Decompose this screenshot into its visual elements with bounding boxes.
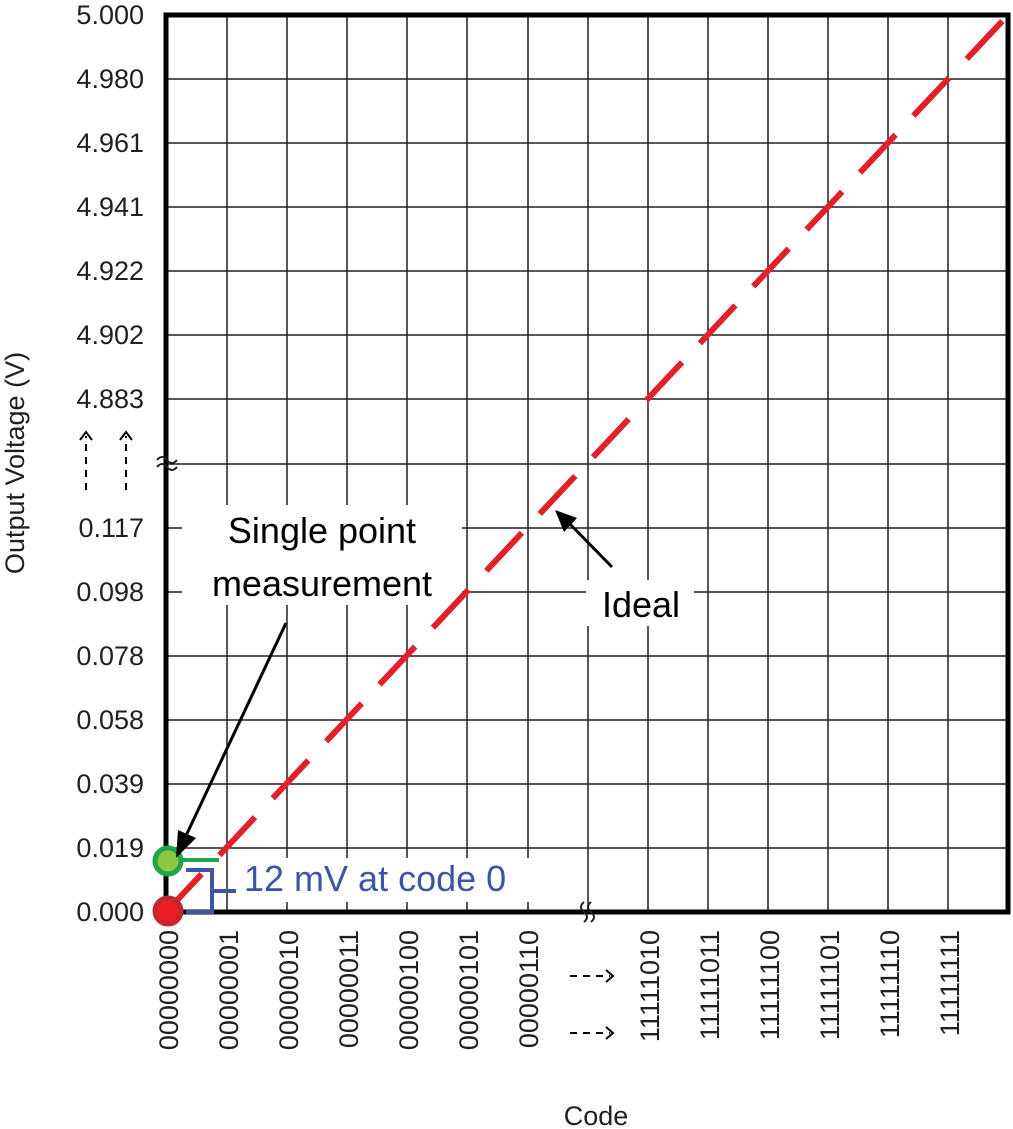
y-tick: 0.019	[76, 833, 144, 863]
y-tick: 0.039	[76, 769, 144, 799]
x-tick-labels: 00000000 00000001 00000010 00000011 0000…	[154, 930, 965, 1050]
y-tick: 4.883	[76, 384, 144, 414]
x-axis-break-icon	[580, 901, 595, 923]
x-tick: 11111011	[695, 930, 725, 1040]
grid-horizontal	[166, 78, 1008, 849]
x-tick: 00000001	[214, 930, 244, 1050]
x-tick: 00000010	[274, 930, 304, 1050]
annotation-offset: 12 mV at code 0	[244, 858, 506, 899]
y-break-arrows-icon	[79, 430, 133, 490]
y-axis-title: Output Voltage (V)	[0, 352, 30, 574]
annot-bg-offset	[238, 858, 568, 902]
plot-frame	[163, 12, 1011, 915]
single-point-arrow-icon	[176, 622, 288, 858]
x-break-arrows-icon	[570, 969, 615, 1040]
x-tick: 00000000	[154, 930, 184, 1050]
y-tick: 0.078	[76, 641, 144, 671]
y-tick: 0.000	[76, 897, 144, 927]
x-tick: 11111111	[935, 930, 965, 1036]
y-tick: 4.961	[76, 128, 144, 158]
x-tick: 00000011	[334, 930, 364, 1048]
y-tick: 4.941	[76, 192, 144, 222]
x-tick: 11111110	[875, 930, 905, 1038]
annot-bg-single	[182, 505, 462, 605]
annotation-single-point-line1: Single point	[228, 510, 416, 551]
x-tick: 11111101	[815, 930, 845, 1040]
x-tick: 00000100	[394, 930, 424, 1050]
annotation-ideal: Ideal	[602, 584, 680, 625]
x-tick: 00000110	[514, 930, 544, 1048]
x-axis-title: Code	[564, 1101, 629, 1129]
y-tick: 4.902	[76, 320, 144, 350]
x-tick: 00000101	[454, 930, 484, 1050]
y-tick: 5.000	[76, 0, 144, 30]
y-tick: 4.922	[76, 256, 144, 286]
y-tick-labels: 5.000 4.980 4.961 4.941 4.922 4.902 4.88…	[76, 0, 144, 927]
ideal-zero-marker	[152, 895, 184, 927]
y-tick: 0.098	[76, 577, 144, 607]
offset-bracket-icon	[186, 868, 236, 914]
x-tick: 11111010	[635, 930, 665, 1042]
ideal-line	[163, 12, 1011, 915]
measured-point-marker	[152, 845, 184, 877]
annotation-single-point-line2: measurement	[212, 563, 432, 604]
x-tick: 11111100	[755, 930, 785, 1040]
annot-bg-ideal	[586, 580, 694, 626]
y-axis-break-icon	[156, 456, 178, 471]
y-tick: 4.980	[76, 64, 144, 94]
y-tick: 0.058	[76, 705, 144, 735]
y-tick: 0.117	[78, 513, 144, 543]
ideal-arrow-icon	[555, 510, 614, 569]
